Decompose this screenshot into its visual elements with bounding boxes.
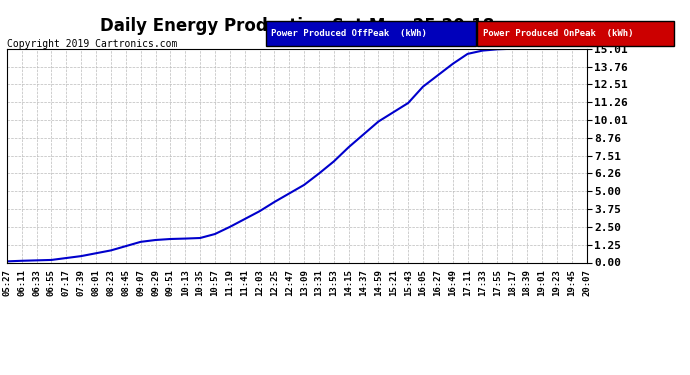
Text: Daily Energy Production Sat May 25 20:18: Daily Energy Production Sat May 25 20:18 (99, 17, 494, 35)
Text: Power Produced OnPeak  (kWh): Power Produced OnPeak (kWh) (483, 29, 633, 38)
Text: Copyright 2019 Cartronics.com: Copyright 2019 Cartronics.com (7, 39, 177, 50)
Text: Power Produced OffPeak  (kWh): Power Produced OffPeak (kWh) (271, 29, 427, 38)
